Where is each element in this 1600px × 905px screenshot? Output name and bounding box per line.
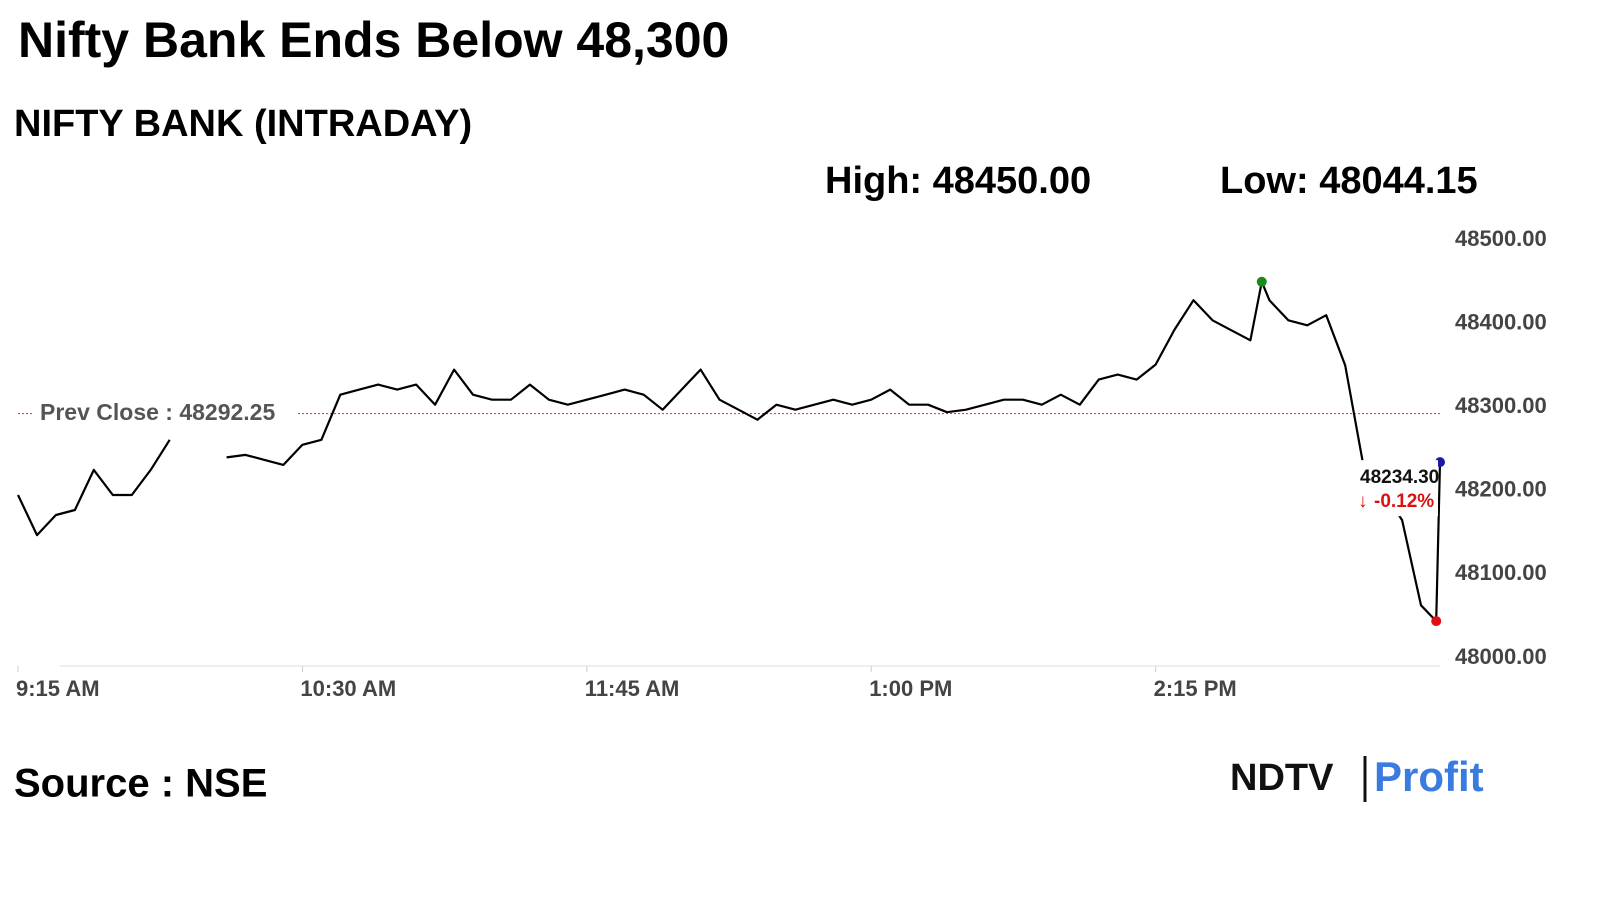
y-tick-label: 48300.00 [1455, 393, 1547, 418]
y-tick-label: 48200.00 [1455, 477, 1547, 502]
x-tick-label: 1:00 PM [869, 676, 952, 701]
prev-close-bg [34, 399, 296, 428]
low-dot [1431, 616, 1442, 627]
high-dot [1256, 276, 1267, 287]
x-tick-label: 11:45 AM [585, 676, 680, 701]
last-label-bg [1358, 460, 1438, 517]
series-line [17, 280, 1442, 623]
y-tick-label: 48400.00 [1455, 309, 1547, 334]
y-tick-label: 48100.00 [1455, 560, 1547, 585]
y-tick-label: 48000.00 [1455, 644, 1547, 669]
x-tick-label: 2:15 PM [1154, 676, 1237, 701]
prev-close-label: Prev Close : 48292.25 [40, 399, 275, 425]
low-label: Low: 48044.15 [1220, 160, 1478, 202]
logo-profit: Profit [1374, 753, 1484, 800]
x-tick-label: 10:30 AM [300, 676, 396, 701]
last-label: 48234.30 [1360, 467, 1439, 488]
logo-ndtv: NDTV [1230, 757, 1334, 799]
chart-subtitle: NIFTY BANK (INTRADAY) [14, 103, 472, 145]
y-tick-label: 48500.00 [1455, 226, 1547, 251]
x-tick-label: 9:15 AM [16, 676, 100, 701]
change-label: -0.12% [1374, 491, 1434, 512]
source: Source : NSE [14, 762, 267, 806]
change-arrow: ↓ [1358, 491, 1368, 512]
high-label: High: 48450.00 [825, 160, 1091, 202]
chart-title: Nifty Bank Ends Below 48,300 [18, 12, 729, 68]
